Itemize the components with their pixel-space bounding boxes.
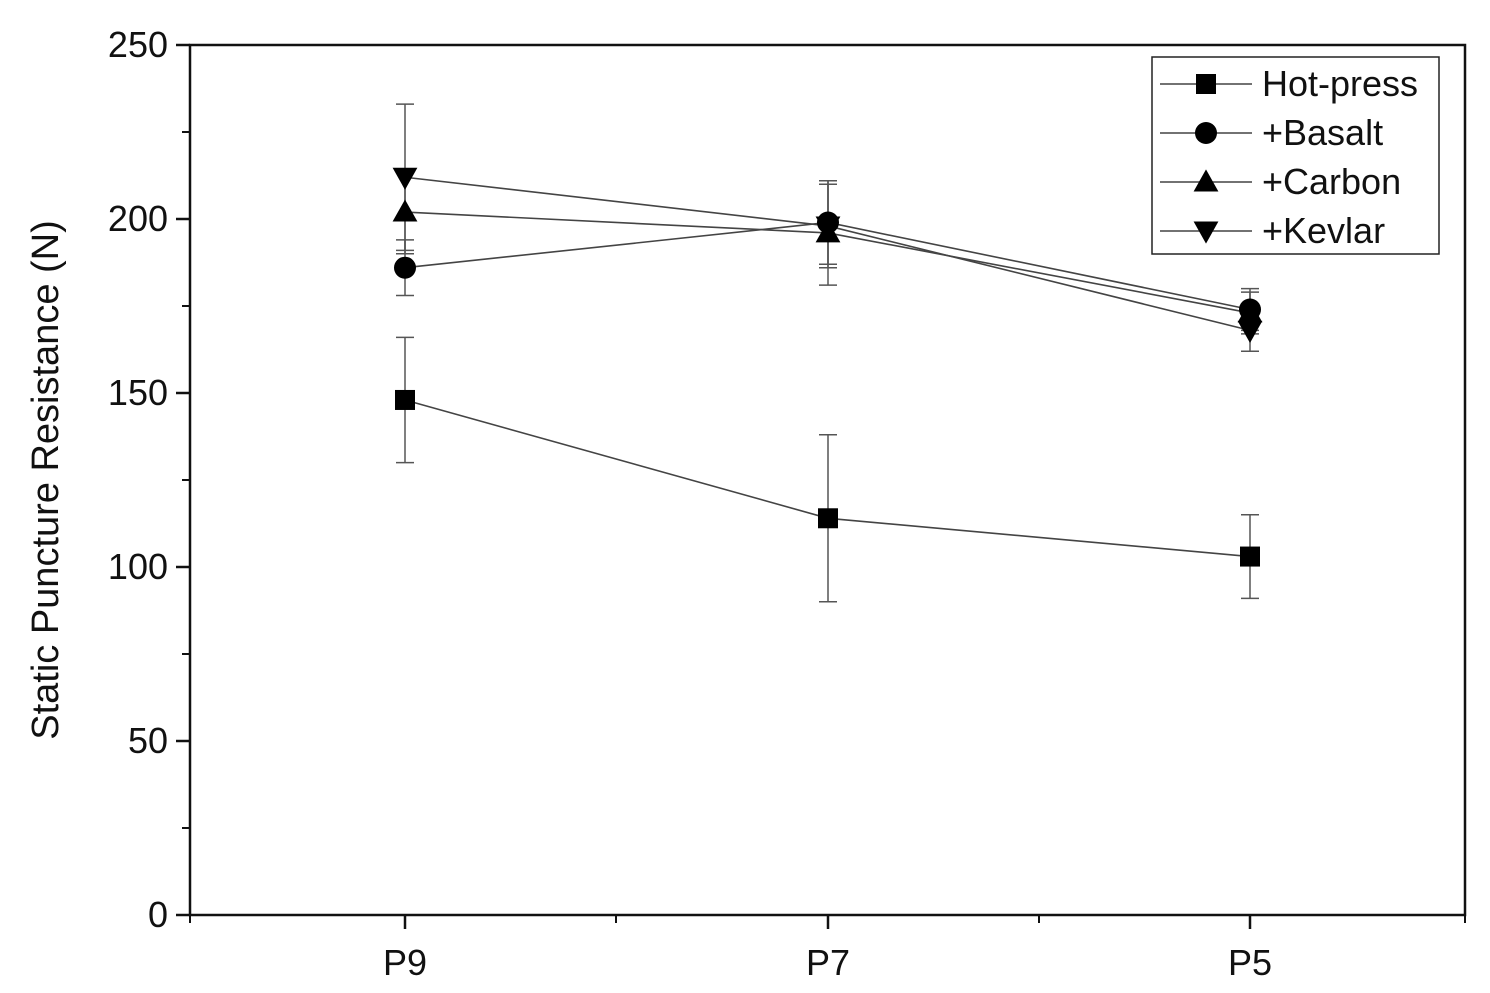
x-tick-label: P9 xyxy=(383,942,427,983)
y-tick-label: 250 xyxy=(108,24,168,65)
data-point xyxy=(392,167,418,190)
series-0 xyxy=(396,336,1259,603)
data-point xyxy=(1237,300,1263,323)
data-point xyxy=(818,508,838,529)
data-point xyxy=(1240,546,1260,567)
y-tick-label: 0 xyxy=(148,894,168,935)
legend-label: +Carbon xyxy=(1262,161,1401,202)
legend-label: Hot-press xyxy=(1262,63,1418,104)
legend-label: +Kevlar xyxy=(1262,210,1385,251)
y-axis: 0 50 100 150 200 250 xyxy=(108,24,190,935)
legend-entry: +Kevlar xyxy=(1160,210,1385,251)
series-markers-3 xyxy=(392,167,1263,343)
legend-marker xyxy=(1195,122,1217,144)
legend-label: +Basalt xyxy=(1262,112,1383,153)
legend-entry: Hot-press xyxy=(1160,63,1418,104)
legend-marker xyxy=(1193,169,1219,192)
legend-entry: +Carbon xyxy=(1160,161,1401,202)
y-tick-label: 100 xyxy=(108,546,168,587)
y-tick-label: 200 xyxy=(108,198,168,239)
legend-marker xyxy=(1196,74,1216,94)
series-layer xyxy=(392,103,1263,603)
x-axis: P9 P7 P5 xyxy=(189,915,1466,983)
data-point xyxy=(395,389,415,410)
data-point xyxy=(815,216,841,239)
y-axis-label: Static Puncture Resistance (N) xyxy=(25,220,67,740)
y-tick-label: 150 xyxy=(108,372,168,413)
x-tick-label: P7 xyxy=(806,942,850,983)
series-markers-0 xyxy=(395,389,1260,567)
legend-entry: +Basalt xyxy=(1160,112,1383,153)
data-point xyxy=(1237,320,1263,343)
legend-marker xyxy=(1193,221,1219,244)
data-point xyxy=(392,199,418,222)
y-tick-label: 50 xyxy=(128,720,168,761)
legend: Hot-press +Basalt +Carbon +Kevlar xyxy=(1151,56,1440,255)
data-point xyxy=(394,256,416,279)
x-tick-label: P5 xyxy=(1228,942,1272,983)
